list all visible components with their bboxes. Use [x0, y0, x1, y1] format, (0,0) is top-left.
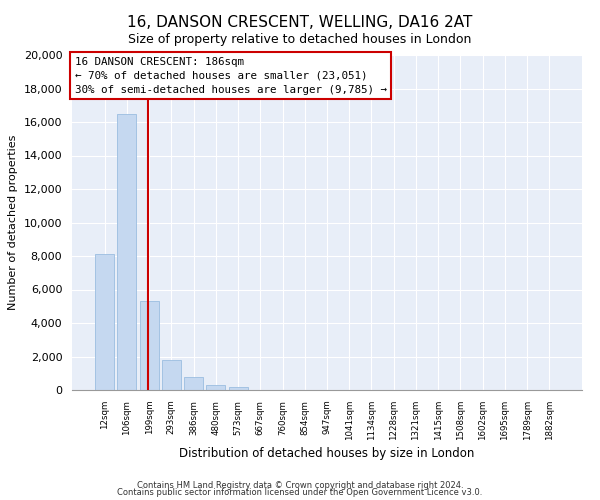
Text: Contains public sector information licensed under the Open Government Licence v3: Contains public sector information licen…: [118, 488, 482, 497]
Bar: [95, 254, 114, 390]
Text: 16 DANSON CRESCENT: 186sqm
← 70% of detached houses are smaller (23,051)
30% of : 16 DANSON CRESCENT: 186sqm ← 70% of deta…: [74, 56, 386, 94]
Bar: [118, 114, 136, 390]
Bar: [184, 378, 203, 390]
Text: Size of property relative to detached houses in London: Size of property relative to detached ho…: [128, 32, 472, 46]
X-axis label: Distribution of detached houses by size in London: Distribution of detached houses by size …: [179, 447, 475, 460]
Text: Contains HM Land Registry data © Crown copyright and database right 2024.: Contains HM Land Registry data © Crown c…: [137, 480, 463, 490]
Y-axis label: Number of detached properties: Number of detached properties: [8, 135, 18, 310]
Text: 16, DANSON CRESCENT, WELLING, DA16 2AT: 16, DANSON CRESCENT, WELLING, DA16 2AT: [127, 15, 473, 30]
Bar: [162, 360, 181, 390]
Bar: [206, 386, 225, 390]
Bar: [140, 301, 158, 390]
Bar: [229, 388, 248, 390]
